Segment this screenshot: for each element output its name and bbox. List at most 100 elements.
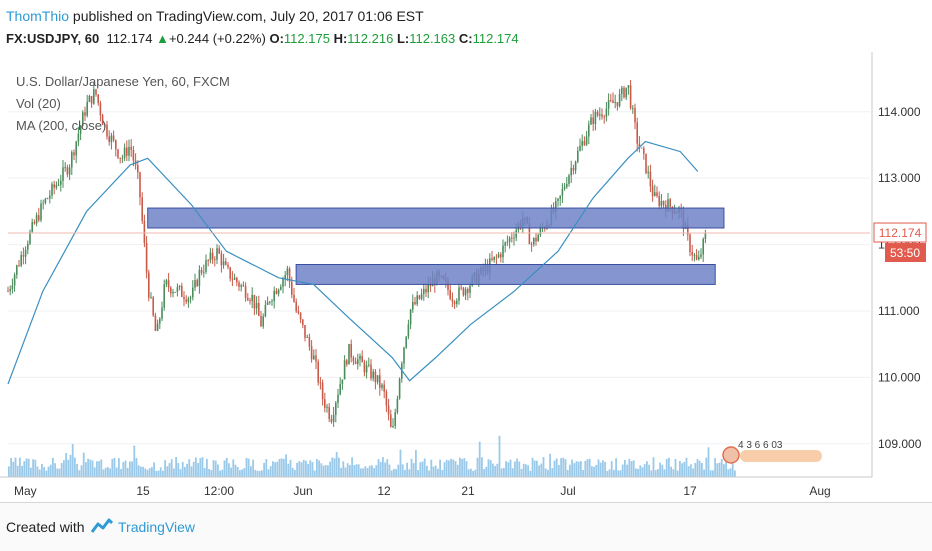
candle-body (22, 255, 25, 257)
candle-body (469, 285, 471, 293)
candle-body (187, 298, 190, 302)
candle-body (651, 186, 654, 196)
candle-body (207, 260, 209, 261)
candle-body (282, 279, 284, 287)
candle-body (310, 346, 313, 360)
volume-bar (386, 459, 389, 477)
candle-body (196, 280, 198, 286)
volume-bar (421, 461, 424, 477)
time-axis[interactable]: May 15 12:00 Jun 12 21 Jul 17 Aug (14, 484, 831, 498)
volume-bar (89, 459, 92, 477)
candle-body (95, 89, 97, 95)
volume-bar (573, 463, 576, 477)
volume-bar (657, 469, 659, 477)
candle-body (222, 261, 225, 266)
published-text: published on TradingView.com, July 20, 2… (72, 8, 424, 24)
candle-body (293, 294, 295, 302)
candle-body (33, 222, 36, 224)
candle-body (590, 117, 592, 125)
volume-bar (109, 468, 111, 477)
volume-bar (346, 463, 349, 477)
volume-bar (338, 457, 340, 477)
zone-rectangle (295, 264, 716, 285)
volume-bar (289, 459, 292, 477)
volume-bar (643, 464, 646, 477)
volume-bar (302, 459, 305, 477)
candle-body (163, 284, 165, 308)
candle-body (372, 371, 374, 379)
volume-bar (324, 465, 327, 477)
volume-bar (285, 454, 287, 477)
candle-body (152, 297, 154, 316)
volume-bar (164, 460, 166, 477)
candle-body (563, 187, 566, 189)
candle-body (200, 269, 203, 273)
candle-body (71, 152, 73, 168)
candle-body (150, 297, 152, 299)
volume-bar (452, 459, 455, 477)
volume-bar (641, 467, 644, 477)
candle-body (535, 237, 537, 242)
volume-bar (723, 464, 725, 477)
candle-body (229, 267, 231, 279)
support-resistance-zones[interactable] (147, 207, 725, 285)
volume-bar (459, 457, 461, 477)
volume-bar (492, 463, 494, 477)
volume-bar (107, 467, 109, 477)
candle-body (104, 124, 106, 126)
volume-bar (252, 459, 254, 477)
candle-body (57, 184, 60, 186)
candle-body (698, 256, 700, 260)
candle-body (566, 183, 568, 188)
volume-bar (335, 452, 338, 477)
grid-lines (8, 111, 870, 445)
candle-body (110, 135, 113, 143)
candle-body (508, 237, 511, 242)
y-tick-label: 111.000 (878, 304, 920, 318)
volume-bar (426, 465, 428, 477)
volume-bar (153, 462, 155, 477)
candle-body (55, 184, 58, 188)
volume-bar (604, 462, 606, 477)
volume-bar (65, 453, 67, 477)
volume-bar (21, 465, 23, 477)
countdown-tag-box (885, 243, 926, 263)
candle-body (568, 175, 570, 184)
volume-bar (102, 469, 105, 477)
volume-bar (12, 461, 15, 477)
volume-bar (681, 463, 683, 477)
author-link[interactable]: ThomThio (6, 8, 70, 24)
candle-body (249, 300, 251, 302)
volume-bar (705, 457, 708, 477)
volume-bar (690, 464, 692, 477)
candle-body (368, 364, 370, 366)
volume-bar (544, 468, 547, 477)
volume-bar (173, 468, 175, 477)
candle-body (66, 167, 69, 175)
candle-body (238, 282, 240, 287)
tradingview-brand[interactable]: TradingView (118, 519, 196, 535)
volume-bar (87, 458, 89, 477)
candle-body (497, 254, 500, 258)
volume-bar (124, 460, 127, 477)
volume-bar (78, 470, 81, 477)
volume-bar (364, 466, 367, 477)
candle-body (418, 295, 421, 299)
volume-bar (129, 461, 131, 477)
candle-body (174, 291, 176, 293)
volume-bar (527, 465, 529, 477)
y-tick-label: 113.000 (878, 171, 921, 185)
volume-bar (320, 463, 323, 477)
candle-body (40, 203, 42, 221)
price-chart[interactable]: 4 3 6 6 03 109.000110.000111.000112.0001… (0, 52, 932, 502)
volume-bar (564, 459, 567, 477)
volume-bar (206, 459, 208, 477)
volume-bar (395, 469, 397, 477)
volume-bar (355, 464, 358, 477)
candle-body (579, 145, 581, 151)
volume-bar (208, 468, 210, 477)
volume-bar (659, 462, 661, 477)
created-with-text: Created with (6, 519, 85, 535)
candle-body (251, 294, 253, 302)
candle-body (623, 87, 625, 98)
